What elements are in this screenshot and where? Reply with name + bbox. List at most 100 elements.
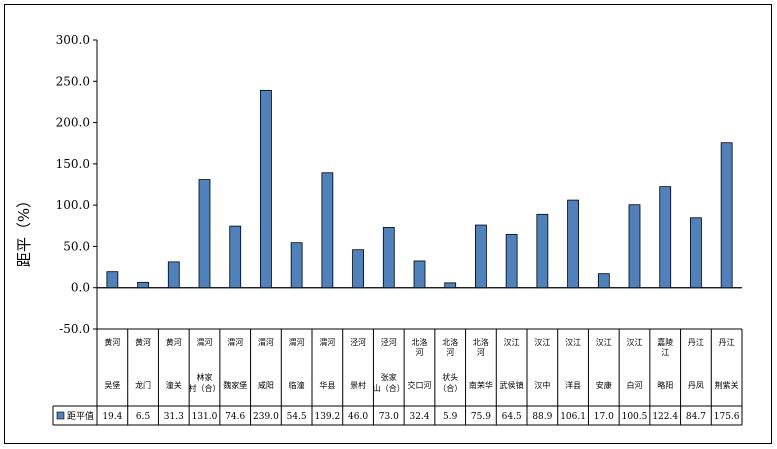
category-station-label: 汉中 xyxy=(534,380,550,390)
category-river-label: 河 xyxy=(446,347,454,357)
bar xyxy=(628,204,641,289)
category-station-label: 景村 xyxy=(350,380,366,390)
category-river-label: 渭河 xyxy=(258,337,274,347)
category-river-label: 丹江 xyxy=(719,338,735,347)
category-river-label: 黄河 xyxy=(166,337,182,347)
category-river-label: 北洛 xyxy=(442,337,458,347)
category-river-label: 北洛 xyxy=(473,337,489,347)
y-tick-label: 200.0 xyxy=(56,116,90,130)
category-station-label: 村（合） xyxy=(189,383,221,393)
bar xyxy=(536,213,549,289)
table-value: 106.1 xyxy=(560,412,586,422)
category-river-label: 渭河 xyxy=(319,337,335,347)
category-station-label: 潼关 xyxy=(166,380,182,390)
y-tick-label: -50.0 xyxy=(59,322,90,336)
category-river-label: 黄河 xyxy=(135,337,151,347)
category-station-label: 吴堡 xyxy=(104,380,120,390)
bar xyxy=(659,186,672,289)
category-station-label: 武侯镇 xyxy=(500,380,524,390)
y-axis-label: 距平（%） xyxy=(15,193,33,267)
bar xyxy=(352,249,364,289)
y-tick-label: 300.0 xyxy=(56,33,90,47)
bar xyxy=(106,271,119,289)
category-river-label: 汉江 xyxy=(596,338,612,347)
table-value: 32.4 xyxy=(409,412,429,422)
bar xyxy=(198,179,211,289)
bar xyxy=(321,172,334,289)
bar xyxy=(444,282,457,289)
category-station-label: 南荣华 xyxy=(469,380,493,390)
category-station-label: 交口河 xyxy=(408,380,432,390)
table-value: 75.9 xyxy=(471,412,491,422)
category-river-label: 泾河 xyxy=(381,337,397,347)
category-station-label: 华县 xyxy=(319,380,335,390)
table-value: 175.6 xyxy=(714,412,740,422)
category-station-label: 山（合） xyxy=(373,383,405,393)
category-river-label: 渭河 xyxy=(227,337,243,347)
category-station-label: 临潼 xyxy=(289,380,305,390)
y-tick-label: 0.0 xyxy=(71,281,90,295)
y-tick-label: 250.0 xyxy=(56,74,90,88)
bar xyxy=(690,217,702,289)
legend-swatch xyxy=(56,411,65,420)
category-river-label: 江 xyxy=(661,348,669,357)
category-river-label: 嘉陵 xyxy=(657,337,673,347)
category-station-label: 荆紫关 xyxy=(715,380,739,390)
category-river-label: 汉江 xyxy=(565,338,581,347)
table-value: 6.5 xyxy=(136,412,151,422)
category-station-label: 魏家堡 xyxy=(223,380,247,390)
category-station-label: 白河 xyxy=(627,380,643,390)
category-station-label: 丹凤 xyxy=(688,381,704,390)
table-value: 54.5 xyxy=(287,412,307,422)
table-value: 139.2 xyxy=(314,412,340,422)
category-station-label: 张家 xyxy=(381,372,397,382)
table-value: 88.9 xyxy=(532,412,552,422)
table-value: 84.7 xyxy=(686,412,706,422)
category-river-label: 汉江 xyxy=(504,338,520,347)
category-river-label: 黄河 xyxy=(104,337,120,347)
category-station-label: 龙门 xyxy=(135,380,151,390)
table-value: 17.0 xyxy=(594,412,614,422)
category-station-label: 略阳 xyxy=(657,380,673,390)
category-river-label: 北洛 xyxy=(412,337,428,347)
table-value: 73.0 xyxy=(379,412,399,422)
category-station-label: 咸阳 xyxy=(258,380,274,390)
y-tick-label: 150.0 xyxy=(56,157,90,171)
bar xyxy=(505,234,518,289)
bar xyxy=(260,89,272,289)
category-station-label: （合） xyxy=(438,383,462,393)
bar xyxy=(597,273,610,289)
table-value: 122.4 xyxy=(652,412,678,422)
y-tick-label: 100.0 xyxy=(56,198,90,212)
table-value: 46.0 xyxy=(348,412,368,422)
table-value: 31.3 xyxy=(164,412,184,422)
bar xyxy=(567,199,579,289)
legend-label: 距平值 xyxy=(67,410,94,422)
category-station-label: 林家 xyxy=(197,372,213,382)
category-station-label: 安康 xyxy=(596,380,612,390)
table-value: 74.6 xyxy=(225,412,245,422)
table-value: 19.4 xyxy=(102,412,122,422)
bar xyxy=(290,242,303,289)
bar xyxy=(229,225,242,289)
category-station-label: 洋县 xyxy=(565,380,581,390)
table-value: 100.5 xyxy=(622,412,648,422)
bar xyxy=(413,260,426,289)
chart-frame xyxy=(4,4,772,444)
category-river-label: 河 xyxy=(416,347,424,357)
bar xyxy=(137,281,149,289)
category-river-label: 丹江 xyxy=(688,338,704,347)
table-value: 64.5 xyxy=(502,412,522,422)
y-tick-label: 50.0 xyxy=(63,239,90,253)
bar xyxy=(720,142,733,289)
category-river-label: 泾河 xyxy=(350,337,366,347)
category-river-label: 河 xyxy=(477,347,485,357)
bar xyxy=(382,227,395,289)
bar xyxy=(475,224,487,289)
bar xyxy=(167,261,180,289)
category-river-label: 汉江 xyxy=(627,338,643,347)
category-station-label: 状头 xyxy=(442,372,458,382)
table-value: 131.0 xyxy=(192,412,218,422)
table-value: 5.9 xyxy=(443,412,458,422)
